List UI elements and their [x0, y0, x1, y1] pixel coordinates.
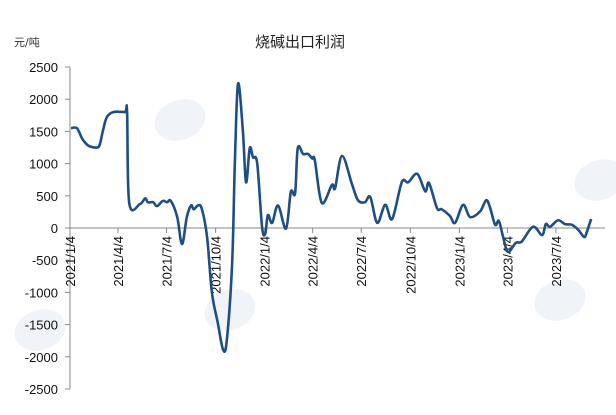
watermark	[14, 99, 616, 351]
x-tick-label: 2023/1/4	[452, 236, 467, 287]
axes: 2500 2000 1500 1000 500 0 -500 -1000 -1500 -2000 -…	[25, 60, 606, 397]
watermark-logo-icon	[14, 309, 66, 351]
y-axis-unit: 元/吨	[14, 36, 40, 49]
series-line	[70, 82, 593, 354]
watermark-logo-icon	[574, 159, 616, 201]
plot-area	[70, 82, 593, 354]
y-tick-label: 500	[36, 189, 58, 204]
x-tick-label: 2022/1/4	[258, 236, 273, 287]
x-tick-label: 2021/1/4	[63, 236, 78, 287]
y-tick-label: -1000	[25, 285, 58, 300]
y-tick-label: 1500	[29, 124, 58, 139]
y-tick-label: 2000	[29, 92, 58, 107]
chart-title: 烧碱出口利润	[255, 33, 345, 51]
x-tick-label: 2022/4/4	[306, 236, 321, 287]
x-tick-label: 2021/4/4	[111, 236, 126, 287]
y-tick-label: -2500	[25, 382, 58, 397]
x-tick-label: 2023/7/4	[549, 236, 564, 287]
y-tick-label: -1500	[25, 318, 58, 333]
y-tick-label: 0	[51, 221, 58, 236]
y-tick-label: -500	[32, 253, 58, 268]
x-tick-label: 2023/4/4	[500, 236, 515, 287]
y-tick-label: 1000	[29, 157, 58, 172]
x-tick-label: 2022/7/4	[354, 236, 369, 287]
x-tick-label: 2022/10/4	[403, 236, 418, 294]
watermark-logo-icon	[534, 279, 586, 321]
x-tick-label: 2021/10/4	[209, 236, 224, 294]
watermark-logo-icon	[154, 99, 206, 141]
y-tick-label: 2500	[29, 60, 58, 75]
x-tick-label: 2021/7/4	[160, 236, 175, 287]
y-tick-label: -2000	[25, 350, 58, 365]
